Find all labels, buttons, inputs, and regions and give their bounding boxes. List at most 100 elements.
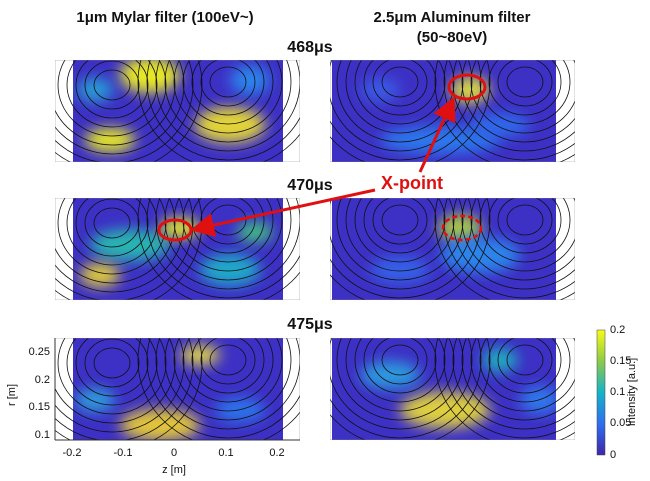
emission-image bbox=[73, 198, 283, 300]
flux-contour bbox=[173, 60, 283, 134]
flux-contour bbox=[330, 338, 482, 439]
flux-contour bbox=[155, 338, 300, 430]
time-label: 475μs bbox=[287, 316, 332, 333]
emission-blob bbox=[180, 345, 220, 365]
flux-contour bbox=[488, 198, 562, 254]
colorbar-tick-label: 0.1 bbox=[610, 386, 625, 398]
flux-contour bbox=[354, 198, 446, 263]
flux-contour bbox=[372, 338, 428, 385]
flux-contour bbox=[84, 60, 140, 110]
flux-contour bbox=[209, 66, 247, 98]
flux-contour bbox=[345, 198, 455, 272]
flux-contour bbox=[434, 198, 575, 300]
flux-contour bbox=[434, 60, 575, 162]
flux-contour bbox=[381, 204, 419, 236]
column-title: 2.5μm Aluminum filter bbox=[374, 9, 531, 26]
flux-contour bbox=[470, 198, 575, 272]
flux-contour bbox=[137, 198, 300, 300]
flux-contour bbox=[66, 198, 158, 266]
flux-contour bbox=[182, 338, 274, 403]
flux-contour bbox=[363, 338, 437, 394]
emission-blob bbox=[80, 263, 120, 287]
flux-contour bbox=[191, 338, 265, 394]
flux-contour bbox=[345, 338, 455, 412]
flux-contour bbox=[354, 60, 446, 125]
flux-contour bbox=[452, 60, 575, 152]
flux-contour bbox=[452, 198, 575, 290]
flux-contour bbox=[470, 338, 575, 412]
colorbar-label: Intensity [a.u.] bbox=[626, 358, 638, 426]
emission-blob bbox=[360, 361, 420, 389]
z-tick-label: 0.1 bbox=[218, 447, 233, 459]
flux-contour bbox=[200, 338, 256, 385]
emission-blob bbox=[237, 222, 273, 242]
flux-contour bbox=[381, 344, 419, 376]
panel bbox=[330, 198, 575, 300]
flux-contour bbox=[443, 338, 575, 439]
flux-contour bbox=[330, 338, 491, 440]
x-point-circle bbox=[447, 73, 487, 101]
flux-contour bbox=[55, 338, 176, 424]
flux-contour bbox=[55, 60, 203, 162]
z-tick-label: 0.2 bbox=[269, 447, 284, 459]
annotation: X-point bbox=[381, 173, 443, 193]
time-label: 468μs bbox=[287, 39, 332, 56]
flux-contour bbox=[55, 60, 185, 155]
z-tick-label: -0.2 bbox=[63, 447, 82, 459]
flux-contour bbox=[363, 60, 437, 116]
emission-blob bbox=[482, 348, 518, 372]
emission-blob bbox=[90, 229, 170, 261]
flux-contour bbox=[479, 198, 571, 263]
flux-contour bbox=[330, 338, 473, 430]
panel bbox=[55, 338, 300, 440]
emission-blob bbox=[380, 126, 500, 154]
flux-contour bbox=[93, 347, 131, 379]
flux-contour bbox=[55, 60, 176, 146]
flux-contour bbox=[506, 344, 544, 376]
flux-contour bbox=[84, 198, 140, 248]
column-title: 1μm Mylar filter (100eV~) bbox=[76, 9, 253, 26]
flux-contour bbox=[55, 338, 194, 440]
flux-contour bbox=[372, 60, 428, 107]
flux-contour bbox=[488, 60, 562, 116]
flux-contour bbox=[330, 198, 473, 290]
flux-contour bbox=[155, 198, 300, 290]
flux-contour bbox=[66, 338, 158, 406]
flux-contour bbox=[146, 198, 300, 299]
x-point-circle bbox=[441, 214, 483, 242]
flux-contour bbox=[75, 198, 149, 257]
flux-contour bbox=[57, 338, 167, 415]
emission-blob bbox=[195, 107, 265, 143]
flux-contour bbox=[155, 60, 300, 152]
panel bbox=[55, 60, 300, 162]
flux-contour bbox=[479, 60, 571, 125]
flux-contour bbox=[330, 60, 491, 162]
flux-contour bbox=[137, 60, 300, 162]
flux-contour bbox=[497, 198, 553, 245]
flux-contour bbox=[330, 60, 482, 161]
flux-contour bbox=[434, 338, 575, 440]
flux-contour bbox=[66, 60, 158, 128]
emission-image bbox=[73, 60, 283, 162]
flux-contour bbox=[336, 338, 464, 421]
emission-blob bbox=[370, 256, 430, 284]
emission-blob bbox=[440, 237, 520, 273]
flux-contour bbox=[452, 338, 575, 430]
flux-contour bbox=[479, 338, 571, 403]
emission-blob bbox=[360, 78, 400, 102]
emission-blob bbox=[85, 128, 135, 152]
flux-contour bbox=[75, 338, 149, 397]
flux-contour bbox=[354, 338, 446, 403]
r-tick-label: 0.25 bbox=[29, 346, 50, 358]
colorbar-tick-label: 0 bbox=[610, 449, 616, 461]
arrow bbox=[190, 188, 376, 237]
flux-contour bbox=[182, 60, 274, 125]
flux-contour bbox=[363, 198, 437, 254]
annotations: X-point bbox=[157, 73, 487, 242]
emission-blob bbox=[200, 254, 260, 286]
flux-contour bbox=[173, 338, 283, 412]
axis-label: z [m] bbox=[162, 464, 186, 476]
panels bbox=[55, 60, 575, 440]
flux-contour bbox=[55, 60, 194, 162]
panel bbox=[330, 338, 575, 440]
